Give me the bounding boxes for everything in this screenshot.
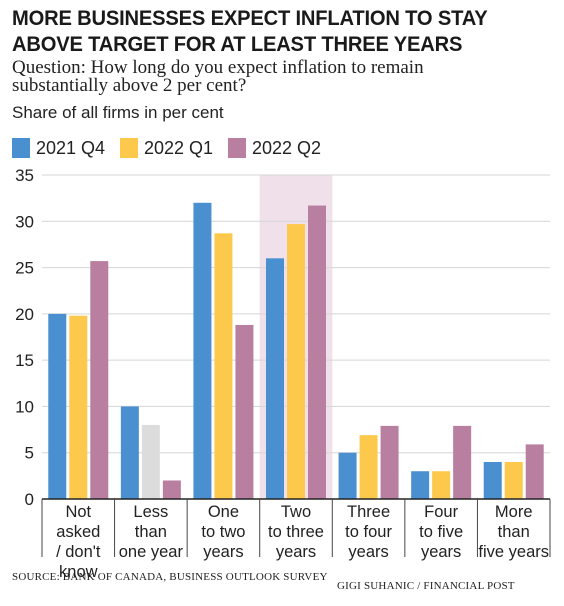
y-tick-label-15: 15 bbox=[15, 351, 34, 370]
x-tick-label-6-line-1: than bbox=[498, 523, 530, 541]
x-tick-label-5-line-1: to five bbox=[419, 523, 463, 541]
y-tick-label-20: 20 bbox=[15, 305, 34, 324]
y-tick-label-25: 25 bbox=[15, 259, 34, 278]
x-tick-label-4-line-1: to four bbox=[345, 523, 392, 541]
bar-2022-q1-cat-3 bbox=[287, 224, 305, 499]
y-tick-label-35: 35 bbox=[15, 166, 34, 185]
y-tick-label-0: 0 bbox=[25, 490, 34, 509]
x-tick-label-4-line-2: years bbox=[348, 543, 388, 561]
x-tick-label-0-line-0: Not bbox=[65, 503, 91, 521]
bar-2022-q2-cat-5 bbox=[453, 425, 472, 499]
bar-2022-q1-cat-2 bbox=[214, 233, 233, 499]
x-tick-label-0-line-3: know bbox=[59, 563, 98, 581]
x-tick-label-0-line-1: asked bbox=[56, 523, 100, 541]
bar-2022-q2-cat-4 bbox=[380, 425, 399, 499]
bar-2022-q1-cat-5 bbox=[432, 471, 451, 499]
bar-2022-q2-cat-1 bbox=[162, 480, 181, 499]
x-tick-label-5-line-0: Four bbox=[424, 503, 458, 521]
x-tick-label-6-line-2: five years bbox=[478, 543, 549, 561]
question-line-1: Question: How long do you expect inflati… bbox=[12, 57, 424, 78]
y-tick-label-5: 5 bbox=[25, 444, 34, 463]
x-tick-label-3-line-0: Two bbox=[281, 503, 311, 521]
bar-2022-q2-cat-6 bbox=[525, 444, 544, 499]
bar-2021-q4-cat-3 bbox=[266, 258, 284, 499]
x-tick-label-3-line-1: to three bbox=[268, 523, 324, 541]
x-tick-label-1-line-2: one year bbox=[119, 543, 184, 561]
x-tick-label-6-line-0: More bbox=[495, 503, 533, 521]
x-tick-label-1-line-0: Less bbox=[133, 503, 168, 521]
x-tick-label-3-line-2: years bbox=[276, 543, 316, 561]
question-line-2: substantially above 2 per cent? bbox=[12, 75, 247, 96]
bar-2022-q1-cat-1 bbox=[141, 424, 160, 499]
bar-2021-q4-cat-0 bbox=[48, 313, 67, 499]
y-tick-label-10: 10 bbox=[15, 397, 34, 416]
bar-2021-q4-cat-4 bbox=[338, 452, 357, 499]
title-line-1: MORE BUSINESSES EXPECT INFLATION TO STAY bbox=[12, 7, 488, 30]
source-note: SOURCE: BANK OF CANADA, BUSINESS OUTLOOK… bbox=[12, 571, 328, 583]
x-tick-label-2-line-2: years bbox=[203, 543, 243, 561]
bar-2022-q1-cat-6 bbox=[504, 461, 523, 499]
title-line-2: ABOVE TARGET FOR AT LEAST THREE YEARS bbox=[12, 33, 463, 56]
bar-2022-q2-cat-0 bbox=[90, 261, 109, 499]
y-tick-label-30: 30 bbox=[15, 212, 34, 231]
legend-label-2022-q2: 2022 Q2 bbox=[252, 138, 322, 158]
bar-2021-q4-cat-5 bbox=[411, 471, 430, 499]
legend-swatch-2021-q4 bbox=[12, 138, 30, 158]
x-tick-label-2-line-1: to two bbox=[201, 523, 245, 541]
chart-question: Question: How long do you expect inflati… bbox=[12, 57, 557, 96]
bar-2021-q4-cat-1 bbox=[120, 406, 139, 499]
x-tick-label-0-line-2: / don't bbox=[56, 543, 101, 561]
credit-note: GIGI SUHANIC / FINANCIAL POST bbox=[337, 580, 515, 592]
chart-title: MORE BUSINESSES EXPECT INFLATION TO STAY… bbox=[12, 6, 535, 58]
x-tick-label-5-line-2: years bbox=[421, 543, 461, 561]
x-tick-label-2-line-0: One bbox=[208, 503, 239, 521]
legend-label-2021-q4: 2021 Q4 bbox=[36, 138, 106, 158]
bar-2021-q4-cat-2 bbox=[193, 202, 212, 499]
bar-2022-q1-cat-0 bbox=[69, 315, 88, 499]
bar-2021-q4-cat-6 bbox=[483, 461, 502, 499]
bar-2022-q2-cat-3 bbox=[308, 205, 326, 499]
legend-label-2022-q1: 2022 Q1 bbox=[144, 138, 214, 158]
bar-2022-q1-cat-4 bbox=[359, 435, 378, 499]
y-axis-label: Share of all firms in per cent bbox=[12, 103, 224, 122]
legend-swatch-2022-q1 bbox=[120, 138, 138, 158]
legend-swatch-2022-q2 bbox=[228, 138, 246, 158]
x-tick-label-4-line-0: Three bbox=[347, 503, 390, 521]
x-tick-label-1-line-1: than bbox=[135, 523, 167, 541]
bar-2022-q2-cat-2 bbox=[235, 324, 254, 499]
